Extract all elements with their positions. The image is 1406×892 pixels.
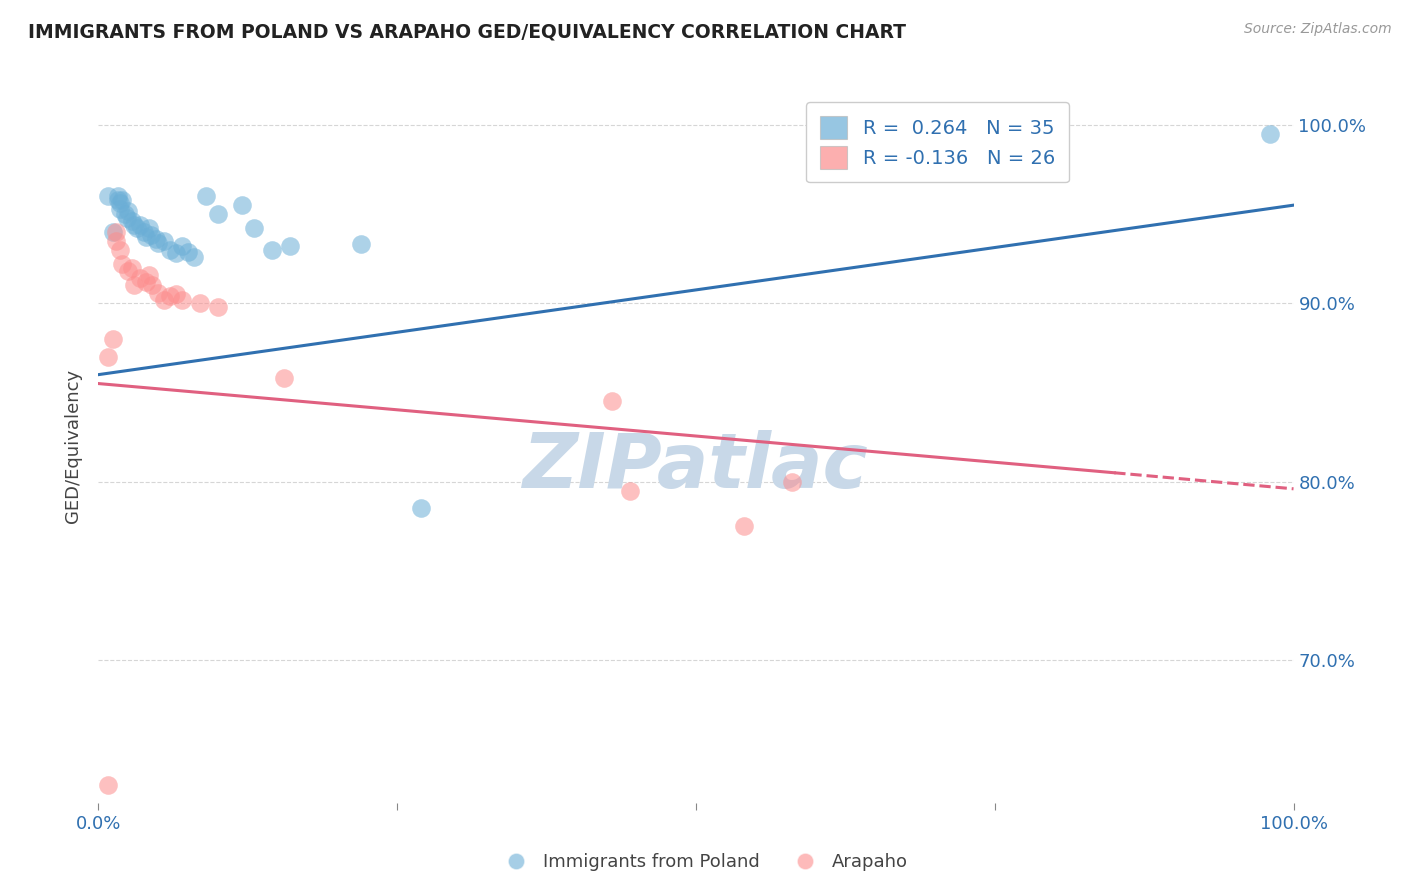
Point	[619, 483, 641, 498]
Text: ZIPatlас: ZIPatlас	[523, 431, 869, 504]
Text: Source: ZipAtlas.com: Source: ZipAtlas.com	[1244, 22, 1392, 37]
Point	[129, 271, 152, 285]
Point	[153, 234, 176, 248]
Point	[172, 293, 194, 307]
Y-axis label: GED/Equivalency: GED/Equivalency	[65, 369, 83, 523]
Point	[194, 189, 218, 203]
Point	[1258, 127, 1281, 141]
Point	[278, 239, 301, 253]
Point	[148, 235, 170, 250]
Point	[97, 350, 120, 364]
Point	[135, 230, 157, 244]
Point	[145, 232, 167, 246]
Point	[207, 207, 229, 221]
Point	[107, 193, 129, 207]
Point	[114, 207, 136, 221]
Point	[780, 475, 803, 489]
Point	[139, 228, 162, 243]
Point	[115, 211, 138, 225]
Point	[108, 243, 131, 257]
Point	[207, 300, 229, 314]
Point	[125, 221, 148, 235]
Point	[350, 237, 373, 252]
Point	[105, 225, 128, 239]
Text: IMMIGRANTS FROM POLAND VS ARAPAHO GED/EQUIVALENCY CORRELATION CHART: IMMIGRANTS FROM POLAND VS ARAPAHO GED/EQ…	[28, 22, 905, 41]
Point	[141, 278, 163, 293]
Point	[602, 394, 624, 409]
Point	[124, 278, 146, 293]
Point	[129, 218, 152, 232]
Point	[117, 264, 139, 278]
Point	[138, 268, 160, 282]
Point	[273, 371, 295, 385]
Legend: R =  0.264   N = 35, R = -0.136   N = 26: R = 0.264 N = 35, R = -0.136 N = 26	[807, 103, 1069, 182]
Point	[148, 285, 170, 300]
Point	[105, 234, 128, 248]
Point	[231, 198, 253, 212]
Point	[97, 778, 120, 792]
Point	[188, 296, 211, 310]
Point	[135, 275, 157, 289]
Point	[159, 243, 181, 257]
Point	[159, 289, 181, 303]
Point	[243, 221, 266, 235]
Point	[97, 189, 120, 203]
Point	[121, 214, 143, 228]
Point	[411, 501, 433, 516]
Point	[132, 225, 155, 239]
Point	[108, 202, 131, 216]
Point	[165, 287, 187, 301]
Point	[183, 250, 205, 264]
Point	[111, 193, 134, 207]
Point	[172, 239, 194, 253]
Point	[260, 243, 283, 257]
Point	[101, 225, 124, 239]
Point	[153, 293, 176, 307]
Point	[733, 519, 755, 533]
Point	[108, 196, 131, 211]
Point	[165, 246, 187, 260]
Point	[121, 260, 143, 275]
Point	[138, 221, 160, 235]
Point	[124, 218, 146, 232]
Point	[107, 189, 129, 203]
Point	[101, 332, 124, 346]
Point	[117, 203, 139, 218]
Point	[111, 257, 134, 271]
Legend: Immigrants from Poland, Arapaho: Immigrants from Poland, Arapaho	[491, 847, 915, 879]
Point	[177, 244, 200, 259]
